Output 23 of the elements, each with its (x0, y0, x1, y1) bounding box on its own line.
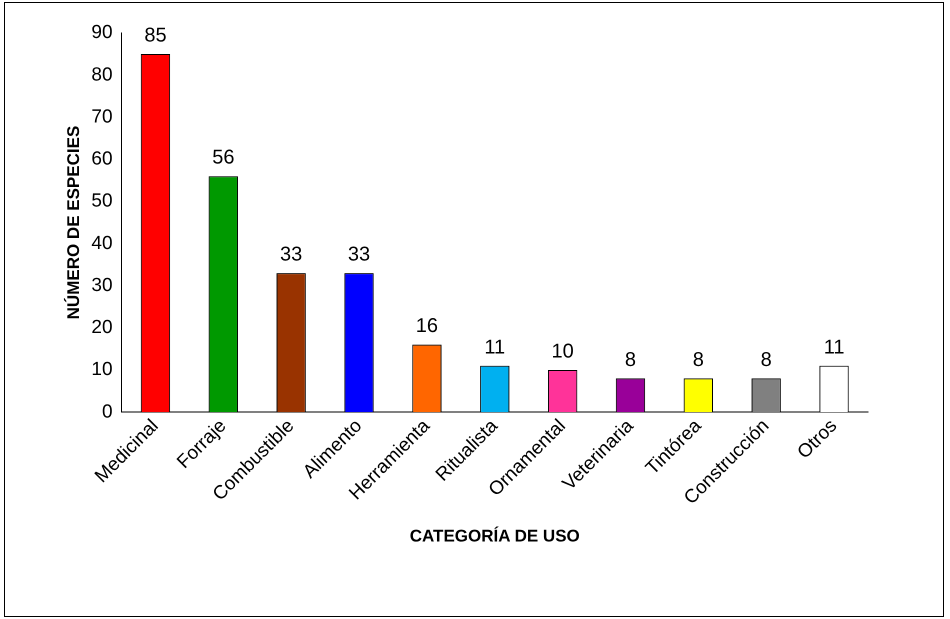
x-axis-title: CATEGORÍA DE USO (410, 525, 580, 546)
y-tick-label: 80 (91, 64, 113, 86)
y-tick-label: 50 (91, 190, 113, 212)
y-tick-label: 60 (91, 148, 113, 170)
y-tick-label: 10 (91, 359, 113, 380)
data-label: 8 (692, 348, 704, 371)
data-label: 85 (144, 24, 167, 47)
y-tick-label: 30 (91, 274, 113, 296)
data-label: 10 (552, 340, 574, 362)
y-tick-label: 90 (91, 22, 113, 44)
data-label: 33 (280, 244, 302, 266)
data-label: 8 (760, 348, 772, 371)
y-axis-title: NÚMERO DE ESPECIES (62, 126, 83, 320)
y-tick-label: 20 (91, 317, 113, 338)
y-tick-label: 40 (91, 232, 113, 254)
data-label: 8 (624, 348, 636, 371)
data-label: 56 (212, 146, 234, 169)
data-label: 16 (416, 315, 438, 338)
y-tick-label: 70 (91, 106, 113, 128)
data-label: 11 (824, 336, 844, 358)
data-label: 33 (348, 244, 370, 266)
data-label: 11 (484, 336, 506, 358)
y-tick-label: 0 (102, 401, 113, 422)
